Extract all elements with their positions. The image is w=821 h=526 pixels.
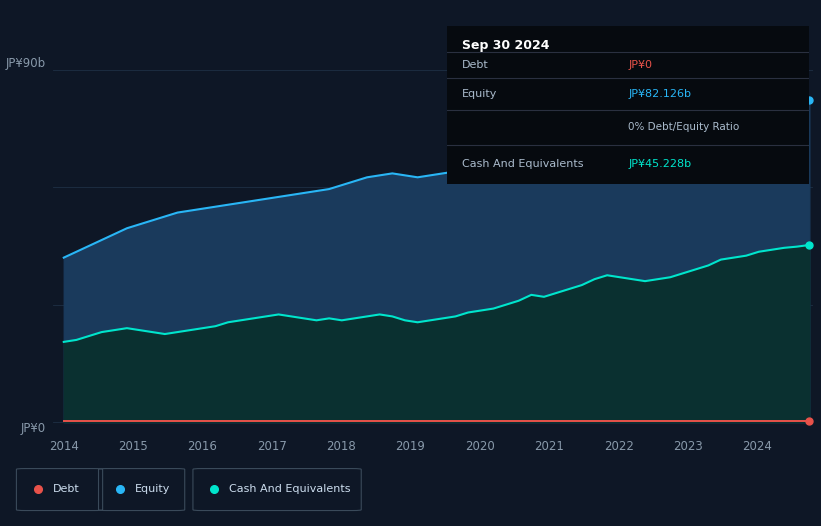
Text: Equity: Equity — [462, 89, 498, 99]
Text: Cash And Equivalents: Cash And Equivalents — [462, 158, 584, 169]
Text: JP¥82.126b: JP¥82.126b — [628, 89, 691, 99]
Text: Cash And Equivalents: Cash And Equivalents — [229, 484, 351, 494]
Text: Debt: Debt — [53, 484, 80, 494]
Text: Debt: Debt — [462, 60, 488, 70]
Text: JP¥90b: JP¥90b — [6, 57, 46, 69]
Text: JP¥45.228b: JP¥45.228b — [628, 158, 691, 169]
Text: JP¥0: JP¥0 — [21, 422, 46, 435]
Text: Equity: Equity — [135, 484, 170, 494]
Text: JP¥0: JP¥0 — [628, 60, 652, 70]
Text: Sep 30 2024: Sep 30 2024 — [462, 39, 549, 52]
Text: 0% Debt/Equity Ratio: 0% Debt/Equity Ratio — [628, 122, 740, 133]
